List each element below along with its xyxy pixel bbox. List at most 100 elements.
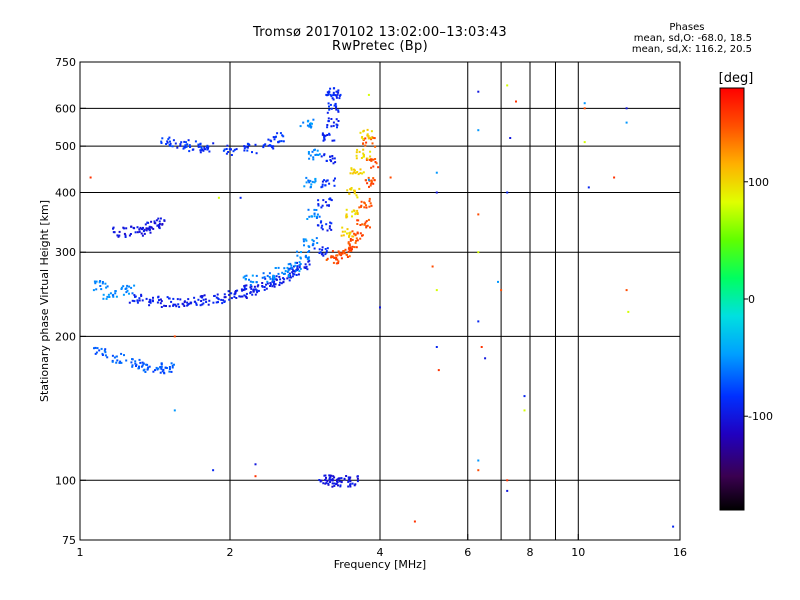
data-point [329, 87, 332, 90]
data-point [263, 288, 266, 291]
data-point [336, 90, 339, 93]
data-point [321, 224, 324, 227]
data-point [369, 226, 371, 229]
data-point [161, 370, 164, 373]
data-point [374, 145, 377, 148]
data-point [329, 93, 332, 96]
data-point [204, 148, 206, 151]
data-point [328, 225, 331, 228]
data-point [365, 206, 368, 209]
colorbar-tick-label: 0 [748, 293, 755, 306]
x-tick-label: 10 [571, 546, 585, 559]
data-point [315, 209, 318, 211]
data-point [369, 137, 371, 140]
data-point [243, 285, 246, 287]
data-point [115, 361, 118, 364]
data-point [372, 165, 375, 168]
data-point [340, 257, 343, 260]
data-point [272, 276, 275, 279]
data-point [273, 280, 276, 283]
data-point [172, 139, 175, 142]
data-point [314, 180, 317, 183]
data-point [348, 235, 350, 238]
data-point [326, 480, 329, 482]
data-point [307, 152, 310, 155]
data-point [335, 108, 338, 111]
data-point [360, 204, 363, 207]
data-point [101, 352, 104, 355]
data-point [101, 354, 104, 356]
data-point [625, 121, 628, 124]
data-point [358, 187, 361, 190]
data-point [370, 136, 373, 139]
data-point [302, 238, 305, 241]
data-point [149, 299, 152, 302]
data-point [627, 310, 630, 313]
x-tick-label: 6 [464, 546, 471, 559]
data-point [327, 483, 330, 486]
data-point [360, 200, 363, 203]
data-point [282, 135, 285, 138]
data-point [296, 261, 298, 264]
data-point [320, 253, 323, 256]
data-point [351, 235, 354, 238]
data-point [138, 365, 140, 368]
data-point [335, 118, 338, 121]
data-point [340, 480, 343, 483]
data-point [227, 290, 230, 293]
data-point [291, 271, 294, 274]
data-point [112, 231, 115, 234]
data-point [319, 251, 322, 254]
data-point [245, 274, 248, 277]
data-point [180, 141, 183, 144]
data-point [95, 351, 98, 354]
data-point [362, 142, 364, 145]
data-point [373, 179, 376, 182]
data-point [312, 240, 315, 243]
data-point [587, 186, 590, 189]
data-point [143, 232, 146, 235]
data-point [212, 301, 215, 304]
data-point [247, 143, 249, 146]
data-point [271, 280, 274, 283]
data-point [157, 367, 160, 370]
data-point [368, 200, 371, 203]
data-point [243, 149, 246, 152]
data-point [133, 294, 136, 297]
data-point [477, 213, 480, 216]
data-point [328, 477, 331, 479]
data-point [270, 140, 273, 143]
data-point [234, 290, 237, 292]
data-point [235, 297, 238, 299]
data-point [364, 179, 367, 182]
data-point [166, 140, 169, 143]
data-point [269, 277, 272, 280]
data-point [149, 301, 152, 304]
data-point [350, 187, 353, 190]
data-point [317, 204, 320, 207]
data-point [175, 305, 178, 308]
data-point [235, 148, 238, 151]
data-point [354, 169, 356, 172]
data-point [355, 246, 358, 249]
data-point [203, 146, 206, 149]
data-point [325, 259, 328, 261]
data-point [217, 196, 220, 199]
data-point [331, 97, 334, 100]
data-point [311, 238, 314, 241]
data-point [435, 346, 438, 348]
data-point [170, 370, 173, 373]
data-point [308, 250, 311, 253]
data-point [304, 238, 307, 241]
data-point [317, 203, 320, 206]
data-point [305, 176, 308, 179]
data-point [118, 230, 121, 233]
data-point [435, 191, 438, 194]
data-point [189, 146, 192, 148]
data-point [201, 148, 204, 151]
data-point [328, 204, 330, 207]
data-point [299, 263, 302, 265]
data-point [273, 276, 276, 279]
data-point [312, 242, 315, 245]
data-point [356, 480, 359, 483]
